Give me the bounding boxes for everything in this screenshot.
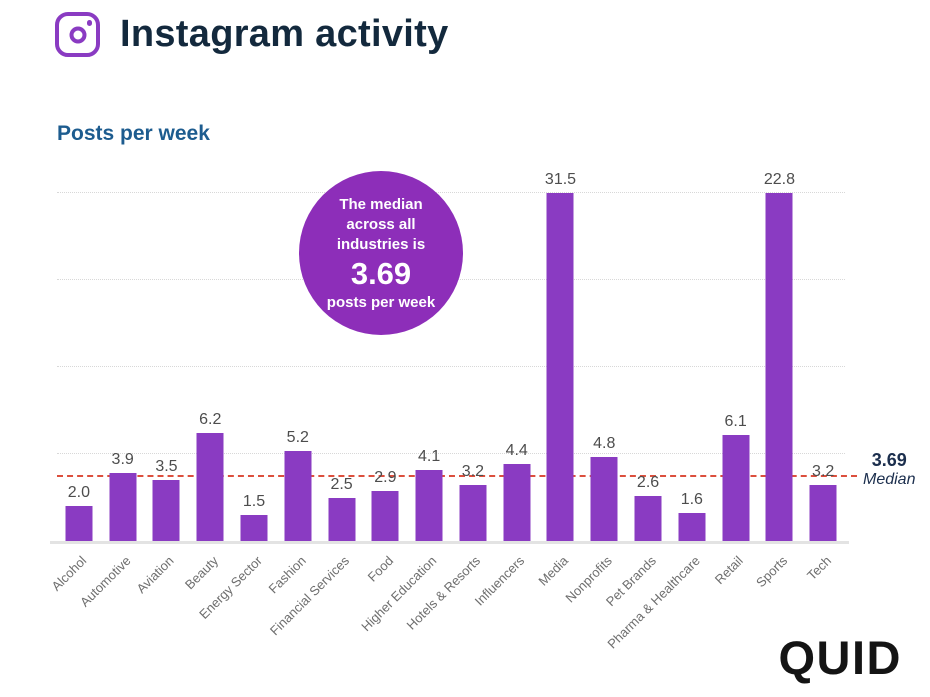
bar-slot: 2.6 Pet Brands [603, 193, 670, 609]
bar-slot: 3.2 Hotels & Resorts [404, 193, 495, 633]
bar [809, 485, 837, 541]
x-axis-label: Fashion [265, 553, 309, 597]
x-axis-line [50, 541, 849, 544]
x-axis-label: Sports [752, 553, 790, 591]
median-annotation-circle: The median across all industries is 3.69… [299, 171, 463, 335]
bar [634, 495, 662, 541]
bar-value-label: 4.8 [593, 435, 616, 453]
bar [152, 480, 180, 541]
bar [678, 513, 706, 541]
x-axis-label: Beauty [181, 553, 221, 593]
bar-chart: 2.0 Alcohol 3.9 Automotive 3.5 Aviation 6.2 Bea… [49, 171, 916, 651]
instagram-icon-dot [86, 20, 92, 26]
bar-slots: 2.0 Alcohol 3.9 Automotive 3.5 Aviation 6.2 Bea… [49, 171, 845, 651]
annotation-unit-text: posts per week [326, 293, 436, 311]
bar-value-label: 3.2 [461, 463, 485, 481]
bar-value-label: 3.9 [111, 451, 134, 469]
instagram-icon-lens [69, 26, 86, 43]
bar [65, 506, 93, 541]
x-axis-label: Tech [803, 553, 834, 584]
bar [590, 457, 618, 541]
bar-value-label: 5.2 [286, 428, 309, 446]
bar-slot: 3.5 Aviation [134, 193, 189, 596]
bar-slot: 5.2 Fashion [265, 193, 320, 596]
x-axis-label: Media [535, 553, 572, 589]
bar-value-label: 1.6 [680, 491, 703, 509]
annotation-value-text: 3.69 [350, 255, 412, 291]
x-axis-label: Retail [712, 553, 747, 588]
bar-slot: 6.1 Retail [712, 193, 758, 587]
bar [284, 450, 312, 541]
bar-value-label: 2.5 [330, 475, 353, 493]
x-axis-label: Alcohol [48, 553, 90, 594]
bar [546, 193, 574, 541]
bar-slot: 3.9 Automotive [77, 193, 145, 610]
bar-slot: 22.8 Sports [753, 171, 802, 590]
bar [503, 464, 531, 541]
bar [459, 485, 487, 541]
bar-slot: 6.2 Beauty [182, 193, 232, 592]
bar-slot: 1.5 Energy Sector [196, 193, 276, 622]
page-header: Instagram activity [55, 12, 449, 57]
bar [240, 514, 268, 541]
instagram-icon [55, 12, 100, 57]
bar-slot: 4.8 Nonprofits [562, 193, 626, 606]
bar-value-label: 4.4 [505, 442, 528, 460]
x-axis-label: Food [364, 553, 396, 585]
x-axis-label: Aviation [133, 553, 178, 597]
bar [109, 473, 137, 541]
bar-value-label: 31.5 [544, 171, 577, 188]
bar-value-label: 1.5 [242, 492, 266, 510]
x-axis-label: Financial Services [266, 553, 353, 639]
bar [722, 434, 750, 541]
bar-slot: 31.5 Media [535, 171, 583, 589]
bar-value-label: 2.0 [67, 484, 91, 502]
x-axis-label: Higher Education [358, 553, 440, 635]
bar-slot: 2.0 Alcohol [49, 193, 101, 594]
bar [196, 433, 224, 541]
bar [371, 490, 399, 541]
bar-slot: 3.2 Tech [801, 193, 845, 583]
bar-slot: 4.4 Influencers [472, 193, 539, 609]
bar-value-label: 22.8 [763, 171, 795, 188]
bar [415, 469, 443, 541]
chart-subtitle: Posts per week [57, 122, 210, 145]
bar-value-label: 6.1 [724, 412, 747, 430]
median-value-text: 3.69 [871, 449, 907, 470]
median-caption-text: Median [863, 470, 916, 488]
bar-slot: 2.9 Food [363, 193, 407, 585]
gridline-20 [57, 192, 845, 193]
quid-logo: QUID [778, 631, 902, 684]
median-line [57, 474, 857, 477]
bar [765, 193, 793, 541]
bar-value-label: 6.2 [199, 411, 222, 429]
bar-value-label: 4.1 [418, 447, 441, 465]
bar-slot: 2.5 Financial Services [267, 193, 364, 638]
annotation-intro-text: The median across all industries is [336, 196, 426, 253]
page-title: Instagram activity [120, 13, 449, 55]
bar-slot: 4.1 Higher Education [359, 193, 451, 634]
bar-value-label: 2.6 [636, 473, 660, 491]
bar [328, 497, 356, 541]
gridline-5 [57, 453, 845, 454]
median-side-label: 3.69 Median [863, 450, 915, 489]
bar-value-label: 3.2 [812, 463, 835, 481]
bar-value-label: 2.9 [374, 468, 397, 486]
bar-slot: 1.6 Pharma & Healthcare [604, 193, 714, 651]
bar-value-label: 3.5 [155, 458, 178, 476]
gridline-10 [57, 366, 845, 367]
